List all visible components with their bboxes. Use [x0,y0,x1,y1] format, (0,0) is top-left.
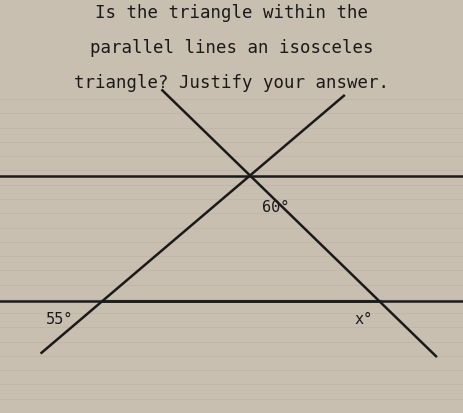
Text: parallel lines an isosceles: parallel lines an isosceles [90,39,373,57]
Text: x°: x° [354,312,372,327]
Text: triangle? Justify your answer.: triangle? Justify your answer. [74,74,389,93]
Text: Is the triangle within the: Is the triangle within the [95,4,368,22]
Text: 60°: 60° [262,200,289,215]
Text: 55°: 55° [46,312,74,327]
